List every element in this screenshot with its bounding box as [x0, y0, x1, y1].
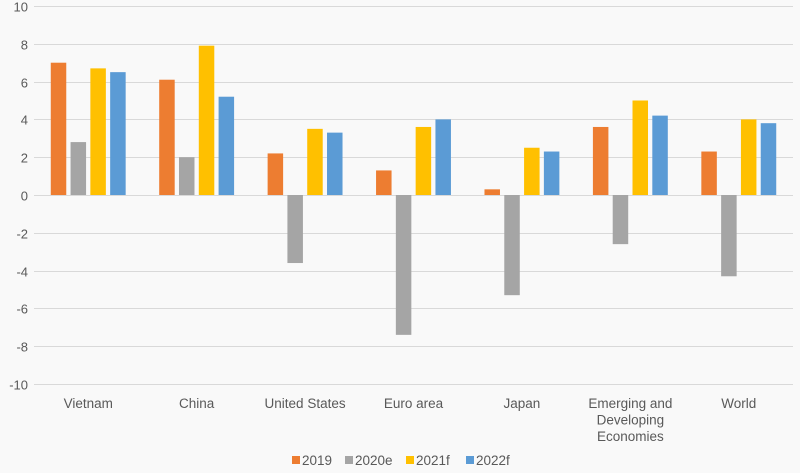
bar-2022f-2: [327, 132, 343, 195]
bar-2020e-4: [504, 195, 520, 296]
x-category-label: Vietnam: [64, 396, 113, 411]
legend-label-2022f: 2022f: [476, 453, 510, 468]
y-tick-label: -4: [16, 265, 28, 280]
bar-2021f-5: [632, 100, 649, 195]
bar-2021f-4: [524, 147, 540, 195]
gridlines: [34, 6, 793, 385]
x-category-label-line: Developing: [597, 413, 665, 428]
y-tick-label: -10: [9, 378, 28, 393]
x-category-label: Japan: [504, 396, 541, 411]
bar-2019-6: [701, 151, 717, 195]
legend-swatch-2022f: [466, 456, 474, 464]
bar-2022f-6: [760, 123, 777, 195]
x-category-label-line: Euro area: [384, 396, 444, 411]
legend-swatch-2019: [292, 456, 300, 464]
bar-2019-3: [376, 170, 392, 195]
bar-2020e-2: [287, 195, 303, 264]
x-category-label-line: China: [179, 396, 215, 411]
y-tick-label: 2: [21, 151, 28, 166]
bar-2020e-1: [178, 157, 195, 195]
legend-swatch-2021f: [406, 456, 414, 464]
x-category-label-line: United States: [265, 396, 346, 411]
y-tick-label: -6: [16, 302, 28, 317]
legend-label-2019: 2019: [302, 453, 332, 468]
x-category-label-line: Economies: [597, 429, 664, 444]
bar-2019-2: [267, 153, 284, 195]
bar-2021f-1: [198, 45, 215, 195]
bars: [50, 45, 777, 335]
bar-2021f-0: [90, 68, 106, 195]
y-tick-label: 10: [14, 0, 28, 15]
bar-2020e-3: [395, 195, 412, 335]
bar-2019-0: [50, 62, 67, 196]
x-category-label-line: Emerging and: [588, 396, 672, 411]
bar-2021f-6: [740, 119, 757, 195]
y-tick-label: 4: [21, 113, 28, 128]
y-axis-tick-labels: -10 -8 -6 -4 -2 0 2 4 6 8 10: [9, 0, 28, 393]
bar-2022f-0: [110, 72, 126, 195]
legend-label-2020e: 2020e: [355, 453, 393, 468]
bar-2022f-1: [218, 96, 235, 195]
legend-swatch-2020e: [345, 456, 353, 464]
x-category-label-line: Vietnam: [64, 396, 113, 411]
bar-2022f-4: [543, 151, 560, 195]
x-category-label: China: [179, 396, 215, 411]
x-category-label: World: [721, 396, 756, 411]
bar-2019-4: [484, 189, 500, 195]
x-category-label: Emerging and Developing Economies: [588, 396, 672, 444]
bar-2021f-3: [415, 126, 432, 195]
bar-2020e-0: [70, 142, 87, 195]
x-axis-category-labels: Vietnam China United States Euro area Japan E…: [64, 396, 757, 444]
legend: 2019 2020e 2021f 2022f: [292, 453, 510, 468]
bar-2021f-2: [307, 128, 323, 195]
bar-2022f-3: [435, 119, 451, 195]
legend-label-2021f: 2021f: [416, 453, 450, 468]
x-category-label: Euro area: [384, 396, 444, 411]
x-category-label-line: Japan: [504, 396, 541, 411]
y-tick-label: 6: [21, 76, 28, 91]
y-tick-label: -8: [16, 340, 28, 355]
bar-2020e-6: [721, 195, 737, 277]
bar-2019-1: [159, 79, 175, 195]
y-tick-label: 0: [21, 189, 28, 204]
bar-2019-5: [592, 126, 609, 195]
y-tick-label: 8: [21, 38, 28, 53]
bar-2020e-5: [612, 195, 629, 245]
x-category-label: United States: [265, 396, 346, 411]
x-category-label-line: World: [721, 396, 756, 411]
bar-2022f-5: [652, 115, 668, 195]
y-tick-label: -2: [16, 227, 28, 242]
